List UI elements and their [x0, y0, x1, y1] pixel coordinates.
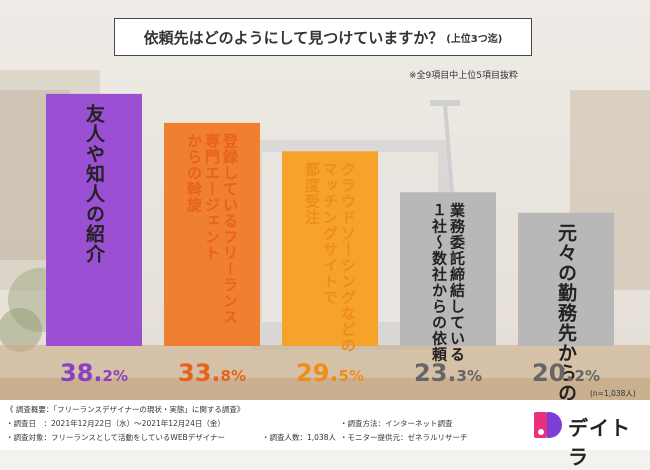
bar-label-2-3: 登録しているフリーランス [221, 132, 239, 325]
sample-size-label: (n=1,038人) [590, 389, 636, 398]
footer-target: ・調査対象：フリーランスとして活動をしているWEBデザイナー [6, 433, 226, 442]
brand-name: デイトラ [568, 416, 631, 469]
bar-3 [282, 151, 378, 346]
bar-4 [400, 192, 496, 346]
bar-label-3-3: クラウドソーシングなどの [339, 161, 357, 353]
footer-method: ・調査方法：インターネット調査 [340, 419, 453, 428]
footer-provider: ・モニター提供元：ゼネラルリサーチ [340, 433, 468, 442]
bar-chart: 友人や知人の紹介 38.2% からの斡旋 専門エージェント 登録しているフリーランス 33… [46, 93, 614, 400]
bar-1 [46, 93, 142, 346]
bar-label-4-1: １社～数社からの依頼 [430, 202, 448, 362]
bar-5 [518, 212, 614, 346]
bar-label-3-2: マッチングサイトで [321, 161, 339, 305]
bar-label-2-1: からの斡旋 [185, 133, 203, 213]
footer-overview: 《 調査概要：「フリーランスデザイナーの現状・実態」に関する調査》 [6, 405, 245, 414]
bar-label-4-2: 業務委託締結している [448, 201, 466, 362]
bar-label-5-1: 元々の勤務先からの依頼 [555, 223, 577, 400]
value-label-5: 20.2% [532, 359, 600, 387]
footer-count: ・調査人数：1,038人 [262, 433, 336, 442]
bar-label-3-1: 都度受注 [303, 161, 321, 225]
bar-2 [164, 122, 260, 346]
chart-title: 依頼先はどのようにして見つけていますか？ [143, 28, 444, 47]
chart-note: ※全9項目中上位5項目抜粋 [409, 71, 518, 81]
bar-label-1-1: 友人や知人の紹介 [83, 103, 106, 264]
value-label-3: 29.5% [296, 359, 364, 387]
value-label-4: 23.3% [414, 359, 482, 387]
daytra-logo-icon [534, 412, 562, 438]
value-label-2: 33.8% [178, 359, 246, 387]
value-label-1: 38.2% [60, 359, 128, 387]
footer-date: ・調査日 ：2021年12月22日（水）〜2021年12月24日（金） [6, 419, 225, 428]
chart-title-box: 依頼先はどのようにして見つけていますか？ (上位3つ迄) [114, 18, 532, 56]
chart-title-sub: (上位3つ迄) [446, 33, 503, 45]
bar-label-2-2: 専門エージェント [203, 132, 221, 261]
